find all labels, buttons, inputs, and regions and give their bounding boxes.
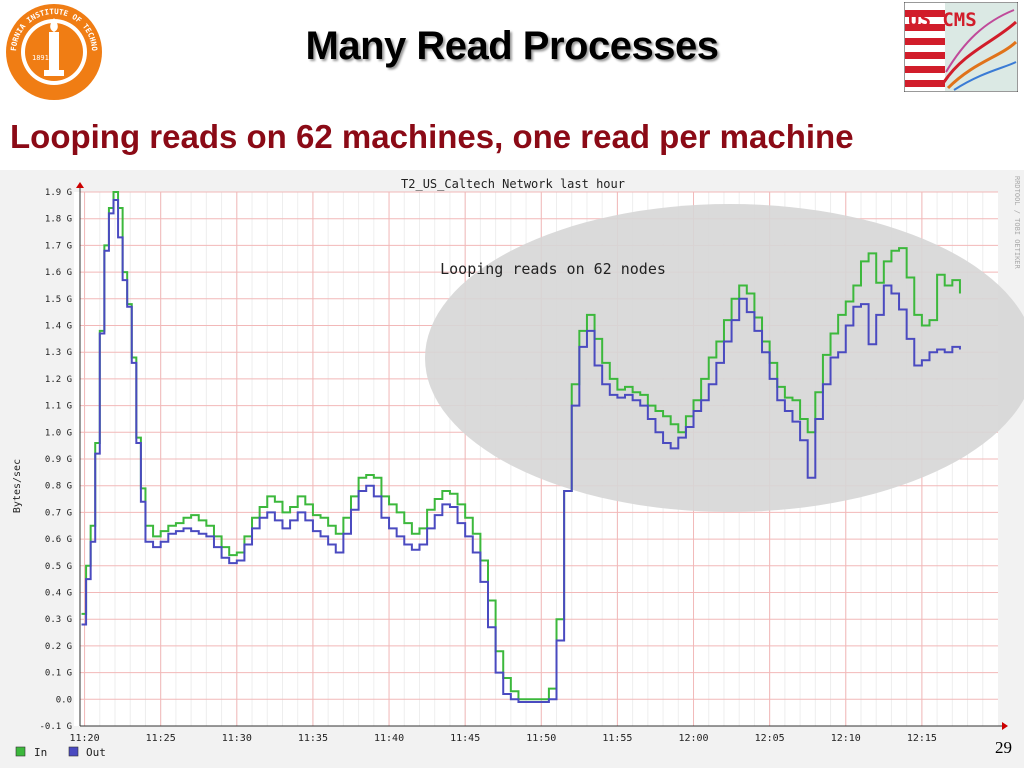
- y-tick-label: 1.4 G: [45, 322, 72, 332]
- x-tick-label: 11:35: [298, 733, 328, 744]
- y-tick-label: -0.1 G: [39, 722, 72, 732]
- series-line-in: [81, 191, 961, 701]
- x-tick-label: 12:05: [755, 733, 785, 744]
- y-tick-label: 0.4 G: [45, 589, 72, 599]
- legend-in-label: In: [34, 746, 47, 759]
- uscms-logo: US CMS: [904, 2, 1018, 92]
- y-axis-label: Bytes/sec: [12, 459, 23, 513]
- slide-title: Many Read Processes: [305, 24, 719, 68]
- x-tick-labels: 11:20 11:25 11:30 11:35 11:40 11:45 11:50 11:55…: [70, 733, 937, 744]
- y-tick-label: 1.0 G: [45, 428, 72, 438]
- x-tick-label: 12:00: [678, 733, 708, 744]
- x-tick-label: 12:15: [907, 733, 937, 744]
- y-axis-arrow-icon: [76, 182, 84, 188]
- y-tick-label: 0.1 G: [45, 669, 72, 679]
- uscms-text: US CMS: [908, 9, 977, 31]
- y-tick-label: 0.5 G: [45, 562, 72, 572]
- axes-layer: [76, 182, 1008, 730]
- y-tick-label: 1.5 G: [45, 295, 72, 305]
- watermark-text: RRDTOOL / TOBI OETIKER: [1013, 176, 1021, 270]
- y-tick-label: 0.0: [56, 695, 72, 705]
- y-tick-label: 0.9 G: [45, 455, 72, 465]
- page-number: 29: [995, 738, 1012, 757]
- network-chart: Looping reads on 62 nodes -0.1 G 0.0 0.1 G…: [0, 170, 1024, 768]
- caltech-seal-logo: CALIFORNIA INSTITUTE OF TECHNOLOGY 1891: [4, 2, 102, 100]
- y-tick-label: 0.2 G: [45, 642, 72, 652]
- y-tick-label: 1.3 G: [45, 348, 72, 358]
- legend-out-swatch: [68, 746, 79, 757]
- legend-out-label: Out: [86, 746, 106, 759]
- y-tick-label: 1.2 G: [45, 375, 72, 385]
- y-tick-label: 1.6 G: [45, 268, 72, 278]
- x-tick-label: 11:40: [374, 733, 404, 744]
- y-tick-label: 1.9 G: [45, 188, 72, 198]
- series-layer: [81, 191, 961, 703]
- y-tick-label: 0.6 G: [45, 535, 72, 545]
- x-tick-label: 11:25: [146, 733, 176, 744]
- x-tick-label: 11:45: [450, 733, 480, 744]
- y-tick-label: 0.7 G: [45, 508, 72, 518]
- flag-stripes-icon: [905, 3, 945, 91]
- y-tick-labels: -0.1 G 0.0 0.1 G 0.2 G 0.3 G 0.4 G 0.5 G 0.6 G 0…: [39, 188, 72, 732]
- x-tick-label: 11:20: [70, 733, 100, 744]
- seal-year: 1891: [32, 54, 49, 62]
- slide-subtitle: Looping reads on 62 machines, one read p…: [10, 118, 854, 155]
- x-tick-label: 12:10: [831, 733, 861, 744]
- annotation-label: Looping reads on 62 nodes: [440, 260, 666, 278]
- y-tick-label: 1.8 G: [45, 215, 72, 225]
- x-tick-label: 11:30: [222, 733, 252, 744]
- y-tick-label: 1.7 G: [45, 241, 72, 251]
- legend: In Out: [15, 746, 106, 759]
- y-tick-label: 0.3 G: [45, 615, 72, 625]
- x-axis-arrow-icon: [1002, 722, 1008, 730]
- y-tick-label: 0.8 G: [45, 482, 72, 492]
- y-tick-label: 1.1 G: [45, 402, 72, 412]
- x-tick-label: 11:50: [526, 733, 556, 744]
- x-tick-label: 11:55: [602, 733, 632, 744]
- series-line-out: [81, 199, 961, 703]
- legend-in-swatch: [15, 746, 26, 757]
- chart-title: T2_US_Caltech Network last hour: [401, 177, 625, 191]
